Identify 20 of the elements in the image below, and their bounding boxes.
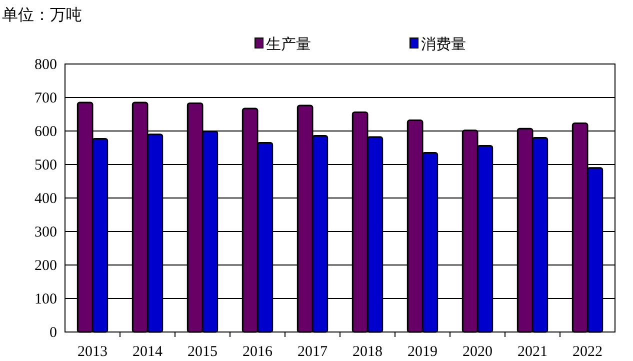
xtick: 2014	[132, 344, 162, 360]
xtick: 2015	[188, 344, 218, 360]
ytick: 100	[34, 292, 57, 308]
xtick: 2013	[78, 344, 108, 360]
xtick: 2016	[242, 344, 272, 360]
xtick: 2022	[572, 344, 602, 360]
ytick: 0	[50, 325, 57, 341]
ytick: 400	[34, 191, 57, 207]
xtick: 2017	[298, 344, 328, 360]
ytick: 200	[34, 258, 57, 274]
ytick: 300	[34, 224, 57, 240]
xtick: 2020	[462, 344, 492, 360]
ytick: 600	[34, 124, 57, 140]
ytick: 800	[34, 57, 57, 73]
ytick: 700	[34, 90, 57, 106]
ytick: 500	[34, 158, 57, 174]
xtick: 2019	[408, 344, 438, 360]
xtick: 2018	[352, 344, 382, 360]
xtick: 2021	[518, 344, 548, 360]
ylabel: 单位：万吨	[2, 7, 82, 24]
